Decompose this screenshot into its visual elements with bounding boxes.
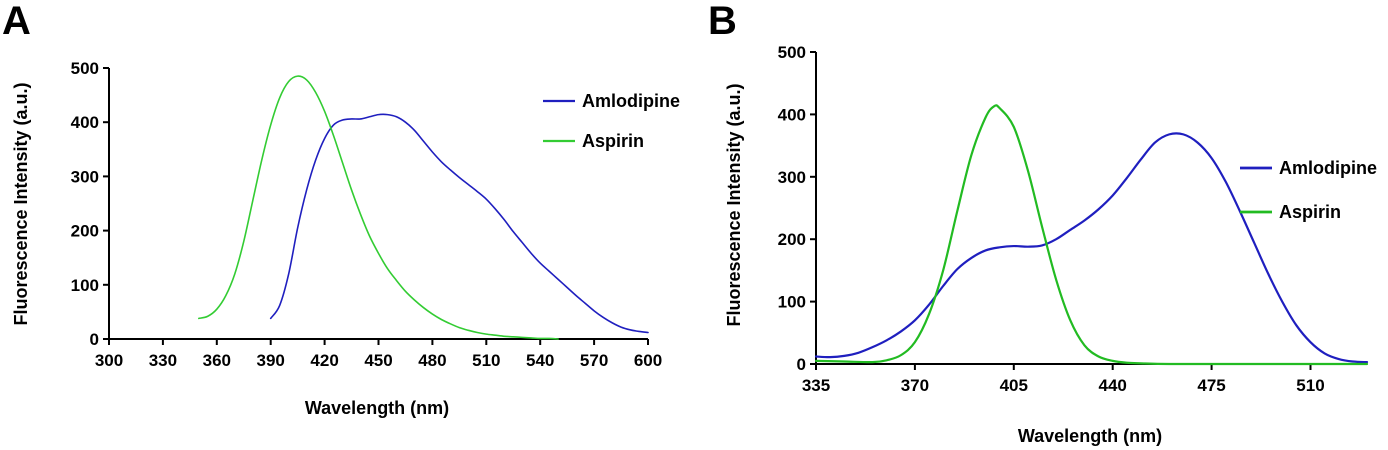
panel-b-ylabel: Fluorescence Intensity (a.u.) bbox=[724, 83, 744, 326]
panel-b-series-amlodipine bbox=[814, 132, 1369, 364]
panel-a-axes bbox=[108, 68, 648, 340]
panel-a-y-tick-label: 200 bbox=[71, 222, 99, 241]
panel-a-x-tick-label: 420 bbox=[310, 351, 338, 370]
panel-a-xlabel: Wavelength (nm) bbox=[305, 398, 449, 418]
panel-b-x-tick-label: 510 bbox=[1296, 376, 1324, 395]
panel-a-y-tick-label: 0 bbox=[90, 330, 99, 349]
panel-a: A 300 330 360 390 420 450 480 510 540 570 600 0 100 2… bbox=[2, 0, 680, 418]
panel-a-x-tick-label: 510 bbox=[472, 351, 500, 370]
panel-a-ticks: 300 330 360 390 420 450 480 510 540 570 600 0 100 200… bbox=[71, 59, 663, 370]
panel-a-x-tick-label: 480 bbox=[418, 351, 446, 370]
panel-a-x-tick-label: 330 bbox=[149, 351, 177, 370]
panel-b-legend-label-amlodipine: Amlodipine bbox=[1279, 158, 1377, 178]
panel-b-y-tick-label: 0 bbox=[797, 355, 806, 374]
panel-b-x-tick-label: 440 bbox=[1099, 376, 1127, 395]
panel-a-legend-label-aspirin: Aspirin bbox=[582, 131, 644, 151]
panel-b-y-tick-label: 500 bbox=[778, 43, 806, 62]
panel-a-legend-label-amlodipine: Amlodipine bbox=[582, 91, 680, 111]
panel-a-y-tick-label: 300 bbox=[71, 167, 99, 186]
panel-a-legend: Amlodipine Aspirin bbox=[543, 91, 680, 151]
panel-b-y-tick-label: 400 bbox=[778, 105, 806, 124]
panel-b-x-tick-label: 475 bbox=[1197, 376, 1225, 395]
panel-letter-b: B bbox=[708, 0, 737, 43]
panel-a-y-tick-label: 400 bbox=[71, 113, 99, 132]
panel-b-x-tick-label: 335 bbox=[802, 376, 830, 395]
panel-letter-a: A bbox=[2, 0, 31, 43]
panel-b-y-tick-label: 300 bbox=[778, 168, 806, 187]
panel-b-series bbox=[814, 104, 1369, 366]
panel-b-x-tick-label: 370 bbox=[901, 376, 929, 395]
panel-b: B 335 370 405 440 475 510 0 100 200 300 400 500 Aml… bbox=[708, 0, 1377, 446]
panel-a-x-tick-label: 600 bbox=[634, 351, 662, 370]
panel-a-series-amlodipine bbox=[269, 113, 649, 334]
panel-a-y-tick-label: 500 bbox=[71, 59, 99, 78]
panel-b-y-tick-label: 100 bbox=[778, 293, 806, 312]
panel-a-x-tick-label: 360 bbox=[203, 351, 231, 370]
panel-a-y-tick-label: 100 bbox=[71, 276, 99, 295]
panel-b-ticks: 335 370 405 440 475 510 0 100 200 300 400 500 bbox=[778, 43, 1325, 395]
panel-b-x-tick-label: 405 bbox=[1000, 376, 1028, 395]
panel-a-x-tick-label: 300 bbox=[95, 351, 123, 370]
panel-b-legend-label-aspirin: Aspirin bbox=[1279, 202, 1341, 222]
panel-a-ylabel: Fluorescence Intensity (a.u.) bbox=[11, 82, 31, 325]
panel-a-series-aspirin bbox=[198, 75, 559, 340]
panel-a-x-tick-label: 570 bbox=[580, 351, 608, 370]
panel-a-x-tick-label: 390 bbox=[257, 351, 285, 370]
panel-b-series-aspirin bbox=[814, 104, 1369, 366]
panel-a-series bbox=[198, 75, 649, 340]
panel-a-x-tick-label: 450 bbox=[364, 351, 392, 370]
panel-b-y-tick-label: 200 bbox=[778, 230, 806, 249]
panel-b-legend: Amlodipine Aspirin bbox=[1240, 158, 1377, 222]
panel-a-x-tick-label: 540 bbox=[526, 351, 554, 370]
panel-b-xlabel: Wavelength (nm) bbox=[1018, 426, 1162, 446]
